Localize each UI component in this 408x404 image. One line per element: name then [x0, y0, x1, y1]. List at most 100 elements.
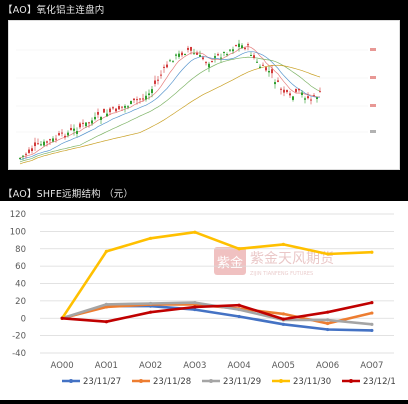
chart-frame — [8, 20, 400, 170]
candle-body — [196, 52, 198, 55]
forward-structure-caption: 【AO】SHFE远期结构 （元） — [3, 189, 134, 200]
candle-body — [19, 157, 21, 159]
candle-body — [181, 52, 183, 56]
candle-body — [307, 96, 309, 99]
y-tick-label: 80 — [15, 245, 26, 255]
candle-body — [160, 74, 162, 76]
x-tick-label: AO03 — [183, 361, 206, 371]
data-point — [326, 252, 330, 256]
candle-body — [46, 141, 48, 143]
candle-body — [259, 66, 261, 68]
data-point — [149, 301, 153, 306]
candle-body — [67, 132, 69, 136]
legend-marker — [209, 379, 213, 383]
candle-body — [244, 47, 246, 50]
candle-body — [187, 47, 189, 50]
legend-item: 23/11/29 — [202, 377, 261, 387]
candle-body — [250, 54, 252, 56]
candle-body — [58, 133, 60, 136]
candle-body — [271, 69, 273, 74]
candle-body — [277, 80, 279, 82]
candle-body — [208, 63, 210, 68]
data-point — [193, 230, 197, 234]
candle-body — [220, 57, 222, 59]
data-point — [370, 328, 374, 333]
candle-body — [97, 111, 99, 115]
candle-body — [76, 131, 78, 134]
candle-body — [52, 138, 54, 142]
candle-body — [61, 132, 63, 134]
x-tick-label: AO01 — [95, 361, 118, 371]
candle-body — [55, 138, 57, 140]
series-path — [61, 230, 372, 320]
series-line — [60, 301, 374, 324]
legend-marker — [69, 379, 73, 383]
candle-body — [136, 99, 138, 101]
legend-marker — [139, 379, 143, 383]
watermark-logo-box — [214, 247, 246, 275]
data-point — [193, 305, 197, 309]
candle-body — [304, 98, 306, 100]
watermark-logo-text: 紫金 — [217, 255, 243, 271]
candle-body — [70, 127, 72, 131]
candle-body — [109, 108, 111, 113]
data-point — [237, 303, 241, 307]
candle-body — [316, 97, 318, 100]
candle-body — [286, 90, 288, 93]
candle-body — [190, 47, 192, 51]
candle-body — [82, 122, 84, 124]
candle-body — [49, 139, 51, 141]
data-point — [60, 316, 64, 320]
candle-body — [247, 44, 249, 46]
candle-body — [22, 155, 24, 157]
data-point — [104, 302, 108, 306]
candle-body — [79, 123, 81, 128]
data-point — [370, 311, 374, 315]
candlestick-panel-caption: 【AO】氧化铝主连盘内 — [3, 5, 105, 16]
watermark-tagline: ZIJIN TIANFENG FUTURES — [250, 271, 313, 277]
moving-average-line — [19, 56, 321, 163]
candle-body — [295, 89, 297, 92]
data-point — [104, 249, 108, 253]
candle-body — [130, 100, 132, 105]
candle-body — [88, 122, 90, 124]
candle-body — [241, 45, 243, 49]
candle-body — [268, 71, 270, 73]
y-tick-label: -20 — [12, 332, 26, 342]
legend-label: 23/11/28 — [153, 377, 191, 387]
x-tick-label: AO00 — [51, 361, 74, 371]
candle-body — [91, 120, 93, 124]
legend-item: 23/11/28 — [132, 377, 191, 387]
candle-body — [103, 108, 105, 113]
data-point — [281, 317, 285, 321]
candle-body — [100, 117, 102, 120]
data-point — [104, 320, 108, 324]
candle-body — [169, 60, 171, 62]
candle-body — [94, 116, 96, 120]
candle-body — [121, 106, 123, 108]
data-point — [326, 310, 330, 314]
candle-body — [175, 54, 177, 56]
y-tick-label: 100 — [10, 227, 26, 237]
y-tick-label: 120 — [10, 210, 26, 220]
candle-body — [25, 153, 27, 155]
candle-body — [163, 66, 165, 68]
y-tick-label: 60 — [15, 262, 26, 272]
candle-body — [232, 49, 234, 52]
series-path — [62, 301, 373, 323]
candle-body — [229, 49, 231, 51]
candle-body — [139, 98, 141, 100]
data-point — [149, 236, 153, 240]
data-point — [370, 322, 374, 326]
legend-item: 23/12/1 — [342, 377, 396, 387]
candle-body — [313, 95, 315, 97]
candle-body — [262, 64, 264, 66]
moving-average-line — [19, 46, 321, 159]
candle-body — [274, 82, 276, 85]
legend-label: 23/11/30 — [293, 377, 331, 387]
candle-body — [319, 91, 321, 93]
candle-body — [289, 93, 291, 96]
data-point — [326, 321, 330, 326]
candle-body — [310, 99, 312, 101]
candle-body — [127, 106, 129, 108]
